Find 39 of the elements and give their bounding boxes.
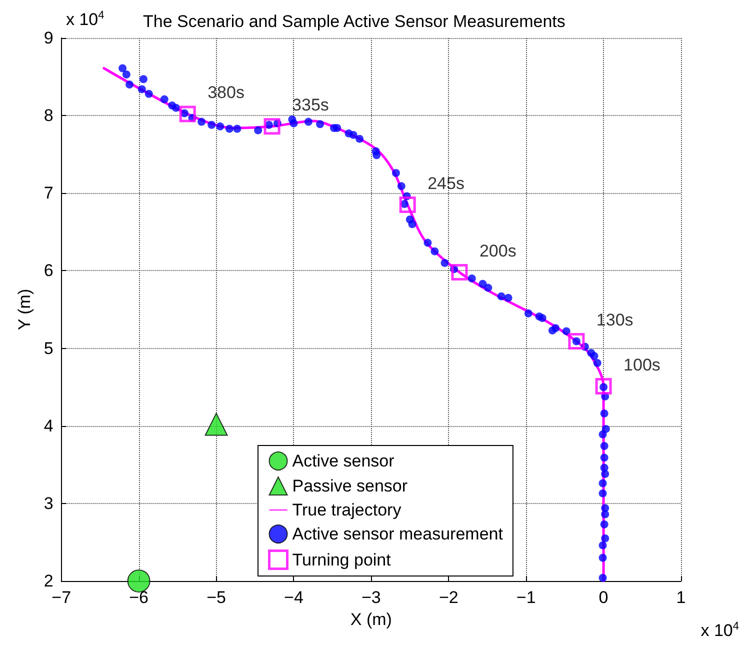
point	[568, 333, 585, 350]
point	[204, 412, 228, 436]
x-axis-title: X (m)	[350, 610, 392, 629]
annotation: 335s	[292, 95, 329, 114]
x-tick-label: −6	[129, 588, 149, 607]
chart-title: The Scenario and Sample Active Sensor Measurements	[143, 12, 566, 31]
y-tick-label: 2	[44, 572, 54, 590]
x-tick-label: 0	[598, 588, 608, 607]
x-tick-label: −5	[206, 588, 226, 607]
y-tick-label: 4	[44, 416, 54, 436]
annotation: 130s	[596, 310, 634, 330]
point	[264, 118, 280, 135]
y-tick-label: 8	[44, 106, 54, 126]
legend-label: Active sensor measurement	[292, 524, 504, 544]
x-tick-label: −1	[516, 588, 536, 607]
x-tick-label: −2	[438, 588, 458, 607]
annotation: 200s	[479, 241, 516, 260]
x-tick-label: −7	[52, 588, 72, 607]
y-tick-label: 3	[44, 494, 54, 513]
point	[595, 378, 612, 395]
y-axis-title: Y (m)	[15, 288, 34, 330]
y-tick-label: 9	[44, 28, 54, 48]
point	[179, 106, 196, 122]
legend-label: Passive sensor	[292, 476, 408, 496]
legend-label: Turning point	[292, 550, 392, 570]
x-tick-label: 1	[676, 588, 686, 607]
point	[127, 570, 150, 592]
annotation: 245s	[428, 174, 464, 193]
x-tick-label: −4	[284, 588, 304, 607]
y-tick-label: 5	[44, 338, 54, 358]
legend-label: Active sensor	[292, 452, 395, 470]
point	[451, 264, 468, 281]
point	[399, 196, 416, 214]
legend-label: True trajectory	[292, 500, 402, 520]
x-tick-label: −3	[361, 588, 381, 607]
y-tick-label: 6	[44, 261, 54, 280]
y-tick-label: 7	[44, 184, 54, 203]
annotation: 100s	[624, 355, 660, 374]
annotation: 380s	[208, 83, 244, 102]
